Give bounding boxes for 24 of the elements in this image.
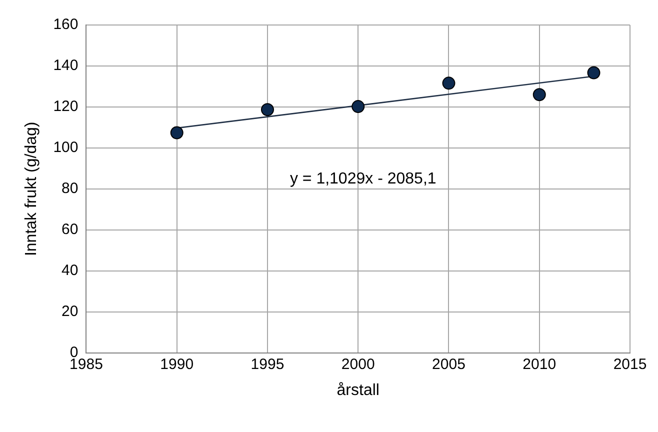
annotation: y = 1,1029x - 2085,1	[290, 170, 436, 188]
y-tick-label: 100	[53, 139, 78, 156]
y-tick-label: 40	[62, 262, 78, 279]
y-tick-label: 80	[62, 180, 78, 198]
x-tick-label: 2010	[522, 356, 556, 373]
x-tick-label: 1985	[70, 356, 103, 373]
point	[352, 100, 365, 114]
y-tick-label: 120	[53, 98, 78, 116]
point	[587, 66, 600, 80]
y-tick-label: 60	[62, 221, 78, 238]
x-tick-label: 2005	[432, 356, 466, 373]
x-axis-title: årstall	[336, 382, 380, 399]
y-tick-label: 160	[53, 16, 78, 34]
point	[532, 88, 546, 102]
point	[442, 76, 456, 90]
point	[170, 126, 184, 140]
y-axis-title: Inntak frukt (g/dag)	[23, 122, 40, 256]
y-tick-label: 20	[62, 302, 78, 320]
x-tick-label: 2000	[341, 356, 375, 373]
y-tick-label: 140	[53, 57, 78, 74]
point	[260, 103, 274, 116]
x-tick-label: 1995	[250, 356, 284, 373]
x-tick-label: 2015	[613, 356, 647, 373]
x-tick-label: 1990	[160, 356, 194, 373]
